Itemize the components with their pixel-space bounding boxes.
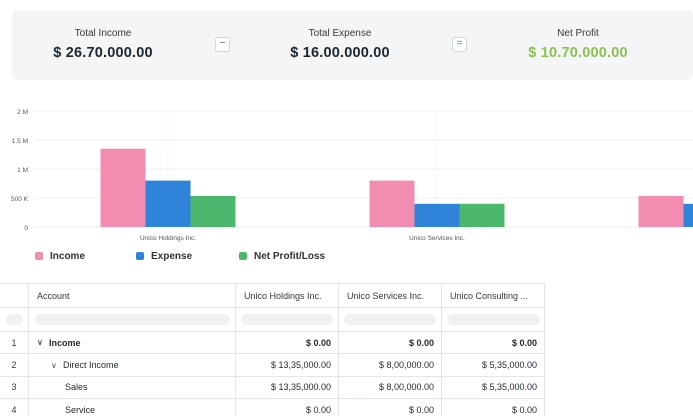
value-cell: $ 0.00	[338, 399, 441, 416]
legend-label-expense: Expense	[151, 251, 193, 262]
legend-label-income: Income	[50, 251, 86, 262]
account-name: Sales	[65, 382, 88, 393]
value-cell: $ 0.00	[441, 332, 545, 354]
legend-swatch-income	[35, 252, 43, 260]
bar-expense	[414, 203, 460, 227]
total-income-value: $ 26.70.000.00	[53, 45, 153, 61]
account-name: Service	[65, 404, 96, 415]
summary-panel: Total Income $ 26.70.000.00 − Total Expe…	[12, 10, 693, 80]
row-number-header	[0, 284, 28, 307]
y-tick-label: 500 K	[11, 196, 29, 203]
bar-chart-svg: 0 500 K 1 M 1.5 M 2 M Unico Holdings Inc. Unic…	[11, 109, 693, 242]
bar-net-profit-loss	[459, 203, 505, 227]
value-cell: $ 0.00	[338, 332, 441, 354]
x-tick-label: Unico Services Inc.	[409, 235, 465, 242]
equals-icon: =	[452, 37, 467, 52]
row-number: 2	[11, 360, 17, 371]
bar-income	[369, 180, 415, 227]
total-expense-label: Total Expense	[308, 28, 372, 39]
account-cell[interactable]: ∨ Income	[28, 332, 235, 354]
table-row[interactable]: 1 ∨ Income $ 0.00 $ 0.00 $ 0.00	[0, 332, 545, 355]
value-cell: $ 8,00,000.00	[338, 376, 441, 399]
value-cell: $ 13,35,000.00	[235, 354, 338, 376]
filter-input-number[interactable]	[6, 314, 23, 325]
value-cell: $ 8,00,000.00	[338, 354, 441, 376]
filter-cell-consulting	[441, 308, 545, 331]
filter-input-services[interactable]	[344, 314, 436, 325]
chevron-down-icon[interactable]: ∨	[37, 338, 43, 348]
filter-cell-holdings	[235, 308, 338, 331]
bar-income	[100, 148, 146, 227]
y-tick-label: 1 M	[17, 167, 28, 174]
legend-swatch-expense	[136, 252, 144, 260]
report-table: Account Unico Holdings Inc. Unico Servic…	[0, 283, 545, 416]
x-tick-label: Unico Holdings Inc.	[140, 235, 196, 242]
table-row[interactable]: 2 ∨ Direct Income $ 13,35,000.00 $ 8,00,0…	[0, 354, 545, 377]
value-cell: $ 0.00	[235, 399, 338, 416]
filter-input-account[interactable]	[35, 314, 230, 325]
legend-swatch-net-profit	[239, 252, 247, 260]
account-cell[interactable]: ∨ Direct Income	[28, 354, 235, 376]
filter-cell-number	[0, 308, 28, 331]
bar-chart: 0 500 K 1 M 1.5 M 2 M Unico Holdings Inc. Unic…	[0, 96, 693, 246]
legend-item-expense[interactable]: Expense	[136, 251, 192, 262]
total-expense-value: $ 16.00.000.00	[290, 45, 390, 61]
column-header-unico-services[interactable]: Unico Services Inc.	[338, 284, 441, 307]
net-profit-value: $ 10.70.000.00	[528, 45, 628, 61]
row-number: 1	[11, 337, 17, 348]
account-cell[interactable]: Service	[28, 399, 235, 416]
value-cell: $ 5,35,000.00	[441, 376, 545, 399]
bar-expense	[683, 203, 693, 227]
table-row[interactable]: 3 Sales $ 13,35,000.00 $ 8,00,000.00 $ 5…	[0, 376, 545, 400]
value-cell: $ 0.00	[235, 332, 338, 354]
minus-icon: −	[215, 37, 230, 52]
bar-income	[638, 195, 684, 227]
table-header-row: Account Unico Holdings Inc. Unico Servic…	[0, 284, 545, 308]
filter-input-holdings[interactable]	[241, 314, 333, 325]
y-tick-label: 2 M	[17, 109, 28, 116]
column-header-unico-holdings[interactable]: Unico Holdings Inc.	[235, 284, 338, 307]
chevron-down-icon[interactable]: ∨	[51, 360, 57, 370]
account-name: Income	[49, 337, 81, 348]
filter-cell-services	[338, 308, 441, 331]
column-header-account[interactable]: Account	[28, 284, 235, 307]
y-tick-label: 0	[24, 225, 28, 232]
bar-net-profit-loss	[190, 195, 236, 227]
filter-cell-account	[28, 308, 235, 331]
filter-input-consulting[interactable]	[447, 314, 540, 325]
value-cell: $ 13,35,000.00	[235, 376, 338, 399]
column-header-unico-consulting[interactable]: Unico Consulting ...	[441, 284, 545, 307]
legend-label-net-profit: Net Profit/Loss	[254, 251, 326, 262]
value-cell: $ 0.00	[441, 399, 545, 416]
legend-item-income[interactable]: Income	[35, 251, 85, 262]
y-tick-label: 1.5 M	[12, 138, 28, 145]
table-row[interactable]: 4 Service $ 0.00 $ 0.00 $ 0.00	[0, 399, 545, 416]
account-name: Direct Income	[63, 360, 119, 371]
net-profit-label: Net Profit	[557, 28, 599, 39]
row-number: 4	[11, 404, 17, 415]
row-number: 3	[11, 382, 17, 393]
bar-expense	[145, 180, 191, 227]
account-cell[interactable]: Sales	[28, 376, 235, 399]
legend-item-net-profit[interactable]: Net Profit/Loss	[239, 251, 325, 262]
value-cell: $ 5,35,000.00	[441, 354, 545, 376]
table-filter-row	[0, 308, 545, 332]
total-income-label: Total Income	[74, 28, 132, 39]
